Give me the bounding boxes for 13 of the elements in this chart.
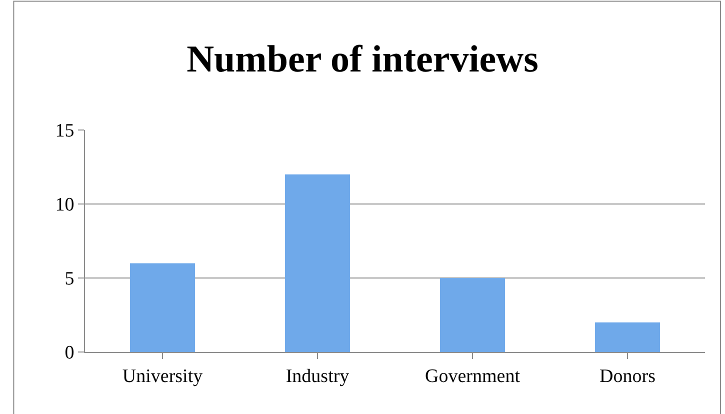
x-tick-label: Industry: [286, 366, 350, 387]
y-tick-label: 15: [55, 120, 74, 142]
bar: [284, 174, 350, 352]
x-tick-label: Government: [425, 366, 521, 387]
x-tick-label: University: [122, 366, 204, 387]
bar: [594, 322, 660, 352]
bar: [440, 278, 506, 352]
x-tick-label: Donors: [600, 366, 656, 387]
chart-title: Number of interviews: [186, 38, 538, 80]
y-tick-label: 10: [55, 194, 74, 216]
y-tick-label: 5: [64, 268, 74, 290]
bar: [130, 263, 196, 352]
y-tick-label: 0: [64, 342, 74, 364]
